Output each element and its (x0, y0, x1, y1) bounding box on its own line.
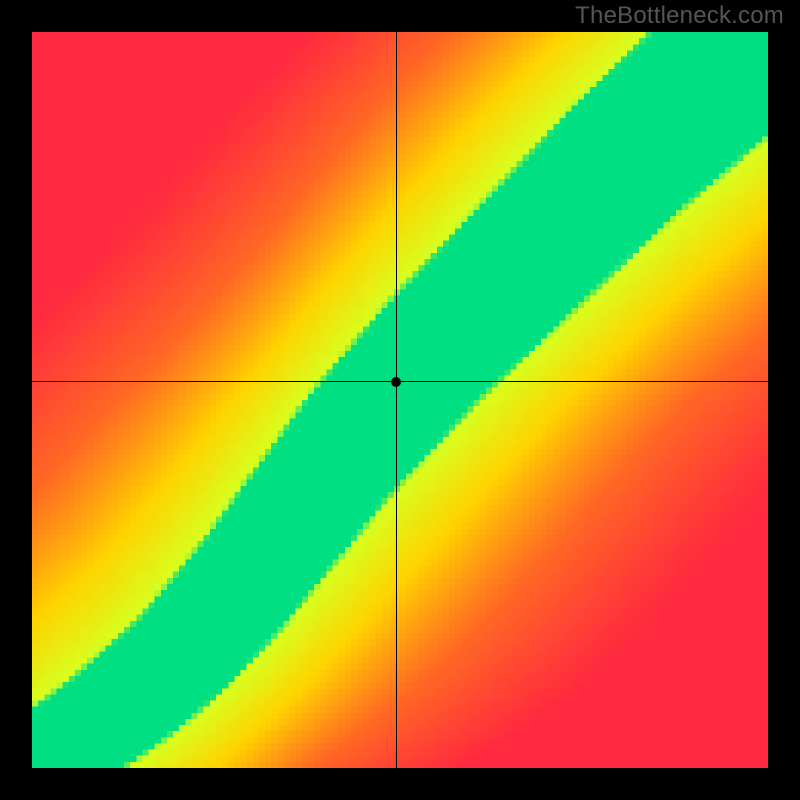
crosshair-vertical (396, 32, 397, 768)
watermark-text: TheBottleneck.com (575, 2, 784, 30)
selected-point-marker (391, 377, 401, 387)
chart-stage: TheBottleneck.com (0, 0, 800, 800)
bottleneck-heatmap (32, 32, 768, 768)
